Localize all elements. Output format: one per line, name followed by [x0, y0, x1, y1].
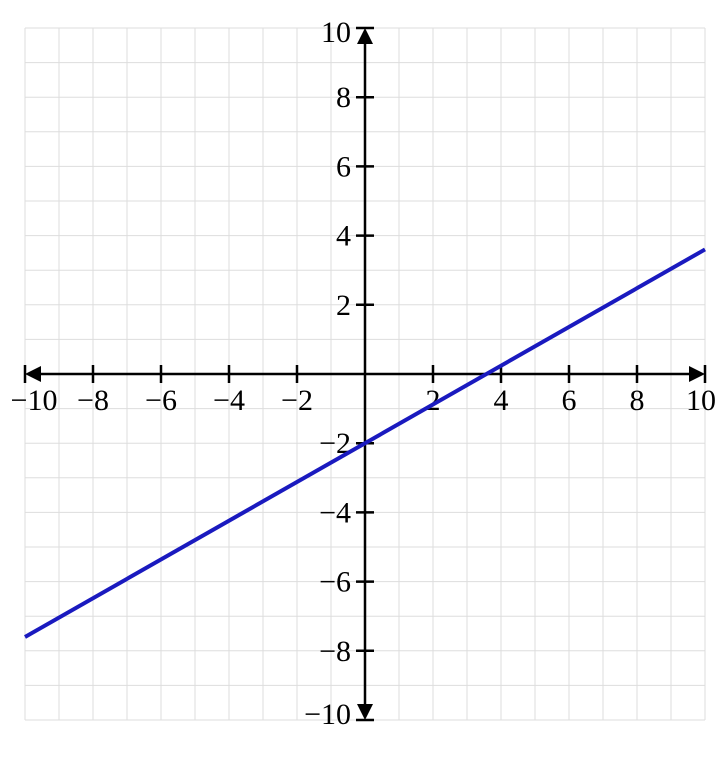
x-axis-label: −10: [11, 384, 58, 417]
x-axis-label: 10: [686, 384, 716, 417]
y-axis-label: 2: [336, 289, 351, 322]
x-axis-label: −8: [77, 384, 109, 417]
y-axis-label: 4: [336, 220, 351, 253]
x-axis-label: 4: [494, 384, 509, 417]
y-axis-label: −10: [304, 698, 351, 731]
y-axis-label: 6: [336, 150, 351, 183]
x-axis-label: −2: [281, 384, 313, 417]
y-axis-label: 8: [336, 81, 351, 114]
y-axis-label: −4: [319, 496, 351, 529]
y-axis-label: −6: [319, 566, 351, 599]
x-axis-label: 8: [630, 384, 645, 417]
chart-svg: −10−8−6−4−2246810−10−8−6−4−2246810: [0, 0, 720, 762]
y-axis-label: −8: [319, 635, 351, 668]
y-axis-label: 10: [321, 16, 351, 49]
x-axis-label: 6: [562, 384, 577, 417]
coordinate-plane-chart: −10−8−6−4−2246810−10−8−6−4−2246810: [0, 0, 720, 762]
x-axis-label: −4: [213, 384, 245, 417]
x-axis-label: −6: [145, 384, 177, 417]
